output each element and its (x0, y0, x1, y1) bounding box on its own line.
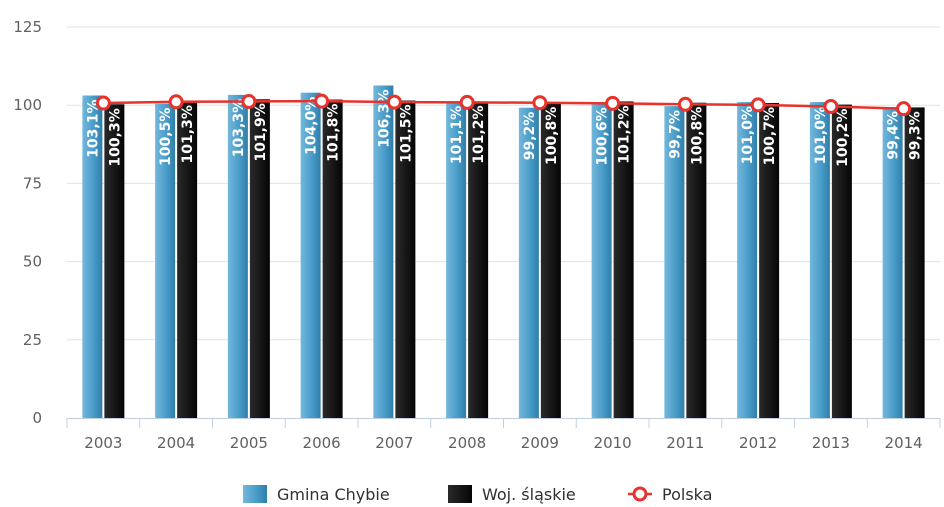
data-label: 101,1% (449, 106, 465, 164)
data-label: 101,9% (253, 103, 269, 161)
bar-woj-slaskie (540, 102, 561, 418)
data-label: 100,7% (762, 107, 778, 165)
bar-woj-slaskie (395, 100, 416, 419)
bar-gmina-chybie (373, 85, 394, 419)
point-polska (823, 98, 839, 114)
data-label: 100,2% (835, 109, 851, 167)
x-tick-label: 2009 (521, 434, 559, 452)
data-label: 101,0% (813, 106, 829, 164)
bars (82, 85, 925, 419)
bar-woj-slaskie (686, 102, 707, 418)
data-label: 103,1% (85, 100, 101, 158)
x-tick-label: 2008 (448, 434, 486, 452)
data-label: 103,3% (231, 99, 247, 157)
x-tick-label: 2011 (666, 434, 704, 452)
bar-woj-slaskie (249, 99, 270, 418)
point-polska (459, 94, 475, 110)
point-polska (896, 101, 912, 117)
x-tick-label: 2003 (84, 434, 122, 452)
y-tick-label: 25 (23, 331, 42, 349)
data-label: 100,5% (158, 108, 174, 166)
y-tick-label: 0 (32, 409, 42, 427)
polska-line (95, 93, 912, 117)
data-label: 99,3% (908, 111, 924, 160)
point-polska (95, 95, 111, 111)
point-polska (677, 96, 693, 112)
legend-symbol (243, 485, 267, 503)
data-label: 99,7% (667, 110, 683, 159)
legend-label: Polska (662, 485, 712, 504)
data-label: 100,6% (595, 107, 611, 165)
data-label: 101,8% (326, 104, 342, 162)
bar-gmina-chybie (737, 102, 758, 419)
grid (67, 26, 940, 341)
point-polska (241, 93, 257, 109)
data-label: 101,3% (180, 105, 196, 163)
bar-gmina-chybie (664, 106, 685, 418)
line-polska (103, 99, 904, 110)
bar-labels: 103,1% 100,5% 103,3% 104,0% 106,3% 101,1% 99,2… (85, 89, 923, 166)
x-tick-label: 2007 (375, 434, 413, 452)
bar-woj-slaskie (904, 107, 925, 419)
point-polska (386, 94, 402, 110)
bar-gmina-chybie (227, 94, 248, 419)
data-label: 100,8% (544, 107, 560, 165)
legend-label: Gmina Chybie (277, 485, 390, 504)
bar-woj-slaskie (322, 99, 343, 418)
y-tick-label: 50 (23, 253, 42, 271)
legend-symbol (448, 485, 472, 503)
x-tick-label: 2013 (812, 434, 850, 452)
point-polska (532, 95, 548, 111)
bar-woj-slaskie (177, 101, 198, 418)
data-label: 101,2% (471, 105, 487, 163)
data-label: 99,4% (886, 111, 902, 160)
x-tick-label: 2012 (739, 434, 777, 452)
data-label: 101,5% (398, 105, 414, 163)
data-label: 104,0% (304, 97, 320, 155)
bar-gmina-chybie (155, 103, 176, 419)
y-tick-label: 75 (23, 174, 42, 192)
legend-symbol (632, 486, 648, 502)
bar-gmina-chybie (591, 103, 612, 419)
point-polska (750, 97, 766, 113)
x-tick-label: 2010 (594, 434, 632, 452)
data-label: 100,8% (689, 107, 705, 165)
bar-gmina-chybie (446, 101, 467, 418)
bar-woj-slaskie (104, 104, 125, 418)
data-label: 101,0% (740, 106, 756, 164)
x-tick-label: 2004 (157, 434, 195, 452)
bar-woj-slaskie (759, 103, 780, 418)
x-tick-label: 2006 (303, 434, 341, 452)
y-axis: 0 25 50 75 100 125 (13, 18, 42, 427)
bar-gmina-chybie (300, 92, 321, 419)
bar-woj-slaskie (831, 104, 852, 418)
x-tick-label: 2014 (885, 434, 923, 452)
x-tick-label: 2005 (230, 434, 268, 452)
legend: Gmina Chybie Woj. śląskie Polska (243, 485, 712, 504)
bar-gmina-chybie (82, 95, 103, 418)
y-tick-label: 125 (13, 18, 42, 36)
data-label: 101,2% (617, 105, 633, 163)
point-polska (168, 94, 184, 110)
x-axis: 2003 2004 2005 2006 2007 2008 2009 2010 2011 2012… (66, 418, 941, 452)
point-polska (314, 93, 330, 109)
data-label: 99,2% (522, 112, 538, 161)
legend-label: Woj. śląskie (482, 485, 576, 504)
bar-woj-slaskie (468, 101, 489, 418)
bar-gmina-chybie (518, 107, 539, 419)
bar-gmina-chybie (882, 107, 903, 419)
y-tick-label: 100 (13, 96, 42, 114)
point-polska (605, 95, 621, 111)
bar-gmina-chybie (809, 102, 830, 419)
bar-woj-slaskie (613, 101, 634, 418)
data-label: 100,3% (107, 108, 123, 166)
